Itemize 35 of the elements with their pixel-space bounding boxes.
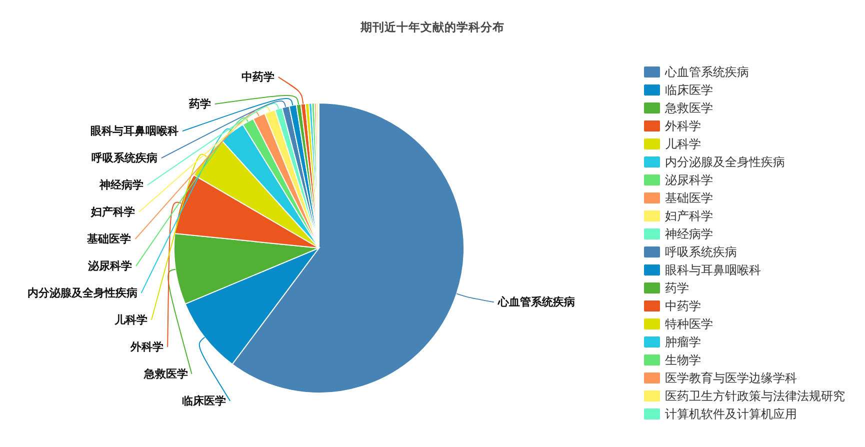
- slice-label: 心血管系统疾病: [496, 296, 575, 309]
- legend-label: 特种医学: [665, 317, 713, 331]
- legend-label: 儿科学: [665, 137, 701, 151]
- legend-label: 药学: [665, 281, 689, 295]
- legend-label: 妇产科学: [665, 209, 713, 223]
- slice-label: 呼吸系统疾病: [91, 152, 158, 165]
- slice-label: 妇产科学: [90, 206, 135, 219]
- legend-label: 生物学: [665, 353, 701, 367]
- slice-label: 临床医学: [182, 394, 226, 408]
- slice-label: 神经病学: [98, 178, 144, 192]
- slice-label: 药学: [188, 98, 211, 111]
- legend-label: 临床医学: [665, 83, 713, 97]
- legend-label: 肿瘤学: [665, 335, 701, 349]
- slice-label: 基础医学: [86, 232, 132, 246]
- legend-label: 基础医学: [665, 191, 713, 205]
- legend-label: 医药卫生方针政策与法律法规研究: [665, 389, 845, 403]
- legend-label: 呼吸系统疾病: [665, 245, 737, 259]
- legend-label: 急救医学: [664, 101, 713, 115]
- legend-label: 中药学: [665, 299, 701, 313]
- legend-label: 眼科与耳鼻咽喉科: [665, 263, 761, 277]
- slice-label: 儿科学: [113, 314, 148, 327]
- slice-label: 外科学: [130, 340, 164, 354]
- legend-label: 内分泌腺及全身性疾病: [665, 155, 785, 169]
- slice-label: 急救医学: [142, 368, 188, 381]
- slice-label: 泌尿科学: [86, 260, 132, 273]
- chart-title: 期刊近十年文献的学科分布: [360, 20, 504, 34]
- slice-label: 中药学: [241, 70, 274, 84]
- legend-label: 心血管系统疾病: [664, 65, 749, 79]
- legend-label: 外科学: [665, 119, 701, 133]
- slice-label: 内分泌腺及全身性疾病: [27, 286, 138, 300]
- legend-label: 泌尿科学: [665, 173, 713, 187]
- legend-label: 计算机软件及计算机应用: [665, 407, 797, 421]
- legend-label: 神经病学: [665, 227, 713, 241]
- slice-label: 眼科与耳鼻咽喉科: [90, 124, 179, 138]
- legend-label: 医学教育与医学边缘学科: [665, 371, 797, 385]
